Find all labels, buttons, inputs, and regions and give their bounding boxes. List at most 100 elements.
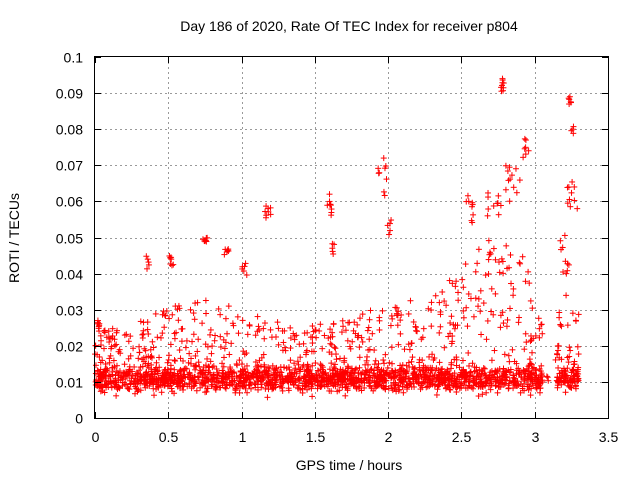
data-point <box>323 381 330 388</box>
data-point <box>190 310 197 317</box>
data-point <box>437 323 444 330</box>
data-point <box>371 347 378 354</box>
data-point <box>188 355 195 362</box>
data-point <box>274 319 281 326</box>
data-point <box>439 365 446 372</box>
data-point <box>545 377 552 384</box>
data-point <box>477 308 484 315</box>
data-point <box>309 340 316 347</box>
data-point <box>207 358 214 365</box>
data-point <box>497 383 504 390</box>
data-point <box>212 383 219 390</box>
data-point <box>503 367 510 374</box>
data-point <box>433 391 440 398</box>
data-point <box>426 353 433 360</box>
data-point <box>566 344 573 351</box>
data-point <box>521 387 528 394</box>
data-point <box>287 335 294 342</box>
data-point <box>239 317 246 324</box>
data-point <box>503 242 510 249</box>
data-point <box>207 326 214 333</box>
data-point <box>328 360 335 367</box>
data-point <box>130 345 137 352</box>
data-point <box>136 343 143 350</box>
data-point <box>221 345 228 352</box>
data-point <box>154 334 161 341</box>
data-point <box>566 353 573 360</box>
data-point <box>279 387 286 394</box>
data-point <box>167 341 174 348</box>
data-point <box>487 386 494 393</box>
data-point <box>140 319 147 326</box>
data-point <box>255 386 262 393</box>
data-point <box>408 358 415 365</box>
data-point <box>396 386 403 393</box>
data-point <box>178 338 185 345</box>
data-point <box>554 351 561 358</box>
data-point <box>497 312 504 319</box>
data-point <box>527 338 534 345</box>
data-point <box>192 352 199 359</box>
data-point <box>459 276 466 283</box>
data-point <box>436 359 443 366</box>
data-point <box>558 356 565 363</box>
data-point <box>297 354 304 361</box>
data-point <box>508 280 515 287</box>
data-point <box>209 343 216 350</box>
data-point <box>436 329 443 336</box>
data-point <box>255 323 262 330</box>
data-point <box>394 322 401 329</box>
data-point <box>567 347 574 354</box>
data-point <box>555 364 562 371</box>
data-point <box>169 311 176 318</box>
data-point <box>465 349 472 356</box>
data-point <box>483 336 490 343</box>
data-point <box>441 379 448 386</box>
data-point <box>369 373 376 380</box>
data-point <box>529 365 536 372</box>
data-point <box>195 359 202 366</box>
data-point <box>250 370 257 377</box>
data-point <box>159 311 166 318</box>
data-point <box>332 345 339 352</box>
data-point <box>552 356 559 363</box>
data-point <box>342 392 349 399</box>
data-point <box>499 309 506 316</box>
data-point <box>144 326 151 333</box>
data-point <box>356 364 363 371</box>
data-point <box>342 327 349 334</box>
data-point <box>466 362 473 369</box>
data-point <box>428 307 435 314</box>
data-point <box>219 360 226 367</box>
data-point <box>190 331 197 338</box>
data-point <box>488 308 495 315</box>
data-point <box>408 340 415 347</box>
data-point <box>510 292 517 299</box>
data-point <box>536 365 543 372</box>
data-point <box>405 310 412 317</box>
data-point <box>204 355 211 362</box>
data-point <box>217 333 224 340</box>
data-point <box>258 381 265 388</box>
chart-title: Day 186 of 2020, Rate Of TEC Index for r… <box>180 18 518 34</box>
data-point <box>490 245 497 252</box>
data-point <box>496 269 503 276</box>
data-point <box>176 347 183 354</box>
data-point <box>571 358 578 365</box>
data-point <box>553 377 560 384</box>
data-point <box>113 329 120 336</box>
data-point <box>254 313 261 320</box>
data-point <box>352 366 359 373</box>
data-point <box>207 369 214 376</box>
data-point <box>125 338 132 345</box>
data-point <box>384 364 391 371</box>
data-point <box>113 341 120 348</box>
data-point <box>441 298 448 305</box>
data-point <box>488 357 495 364</box>
data-point <box>522 278 529 285</box>
data-point <box>447 320 454 327</box>
data-point <box>453 389 460 396</box>
data-point <box>443 384 450 391</box>
data-point <box>148 354 155 361</box>
